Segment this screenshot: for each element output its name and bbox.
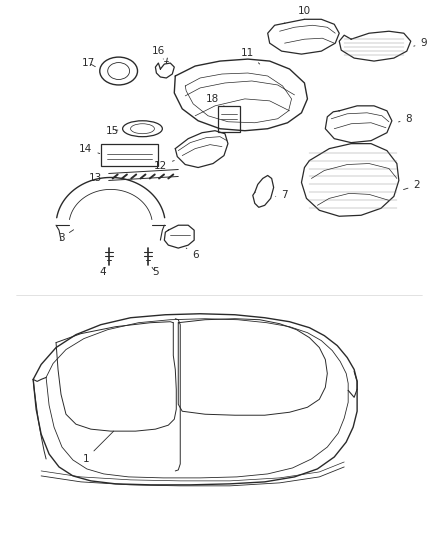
Text: 8: 8 <box>399 114 412 124</box>
Text: 9: 9 <box>414 38 427 48</box>
Text: 1: 1 <box>82 431 114 464</box>
Text: 5: 5 <box>152 267 159 277</box>
Text: 12: 12 <box>154 160 174 171</box>
Text: 6: 6 <box>186 248 198 260</box>
Text: 10: 10 <box>298 6 311 19</box>
Text: 15: 15 <box>106 126 119 136</box>
Text: 14: 14 <box>79 143 100 154</box>
Text: 17: 17 <box>82 58 95 68</box>
Bar <box>218 106 240 132</box>
Text: 18: 18 <box>205 94 224 106</box>
Text: 7: 7 <box>276 190 288 200</box>
Text: 11: 11 <box>241 48 260 64</box>
Text: 2: 2 <box>403 181 420 190</box>
Text: 4: 4 <box>99 267 106 277</box>
Text: 13: 13 <box>89 173 107 183</box>
Bar <box>101 144 159 166</box>
Text: 3: 3 <box>58 230 74 243</box>
Text: 16: 16 <box>152 46 165 59</box>
